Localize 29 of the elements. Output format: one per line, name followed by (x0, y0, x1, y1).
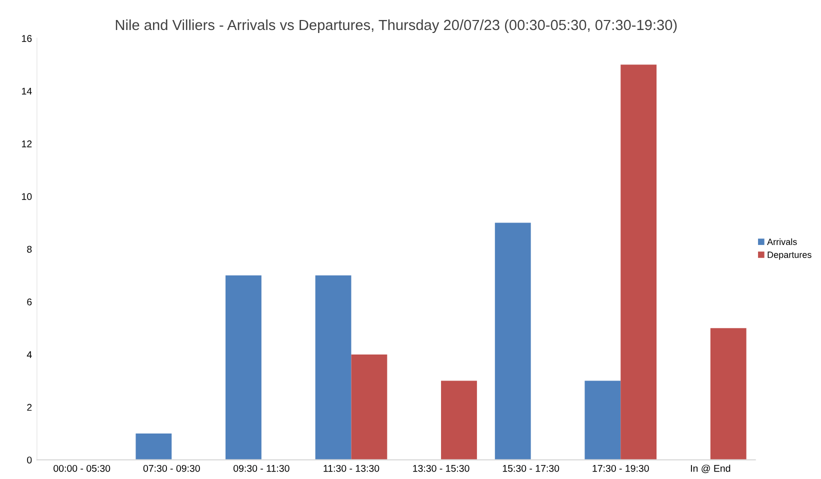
x-tick-label: 17:30 - 19:30 (592, 464, 649, 472)
y-tick-label: 4 (26, 351, 32, 358)
bar (620, 64, 657, 460)
y-tick-label: 10 (22, 193, 32, 200)
bar (315, 275, 352, 460)
chart-title: Nile and Villiers - Arrivals vs Departures, Thursday 20/07/23 (00:30-05:30, 07:30-19:30) (116, 19, 677, 34)
x-tick-label: In @ End (690, 464, 730, 474)
y-tick-label: 12 (22, 140, 32, 148)
y-tick-label: 16 (22, 35, 32, 42)
x-tick-label: 07:30 - 09:30 (143, 464, 200, 472)
bar (494, 222, 531, 460)
bar (226, 275, 262, 460)
bar (710, 328, 746, 460)
x-tick-label: 00:00 - 05:30 (54, 464, 110, 472)
legend-label: Departures (768, 252, 812, 260)
y-tick-label: 0 (27, 456, 32, 464)
x-tick-label: 15:30 - 17:30 (502, 464, 560, 472)
y-tick-label: 6 (27, 298, 32, 306)
y-tick-label: 2 (27, 404, 32, 411)
legend-label: Arrivals (767, 238, 797, 246)
y-tick-label: 8 (27, 246, 32, 253)
bar (584, 380, 621, 460)
x-tick-label: 13:30 - 15:30 (413, 464, 470, 472)
bar (136, 433, 172, 460)
bar (351, 354, 388, 460)
bar (441, 380, 477, 460)
y-tick-label: 14 (22, 88, 32, 95)
x-tick-label: 11:30 - 13:30 (324, 464, 380, 472)
x-tick-label: 09:30 - 11:30 (234, 464, 290, 472)
